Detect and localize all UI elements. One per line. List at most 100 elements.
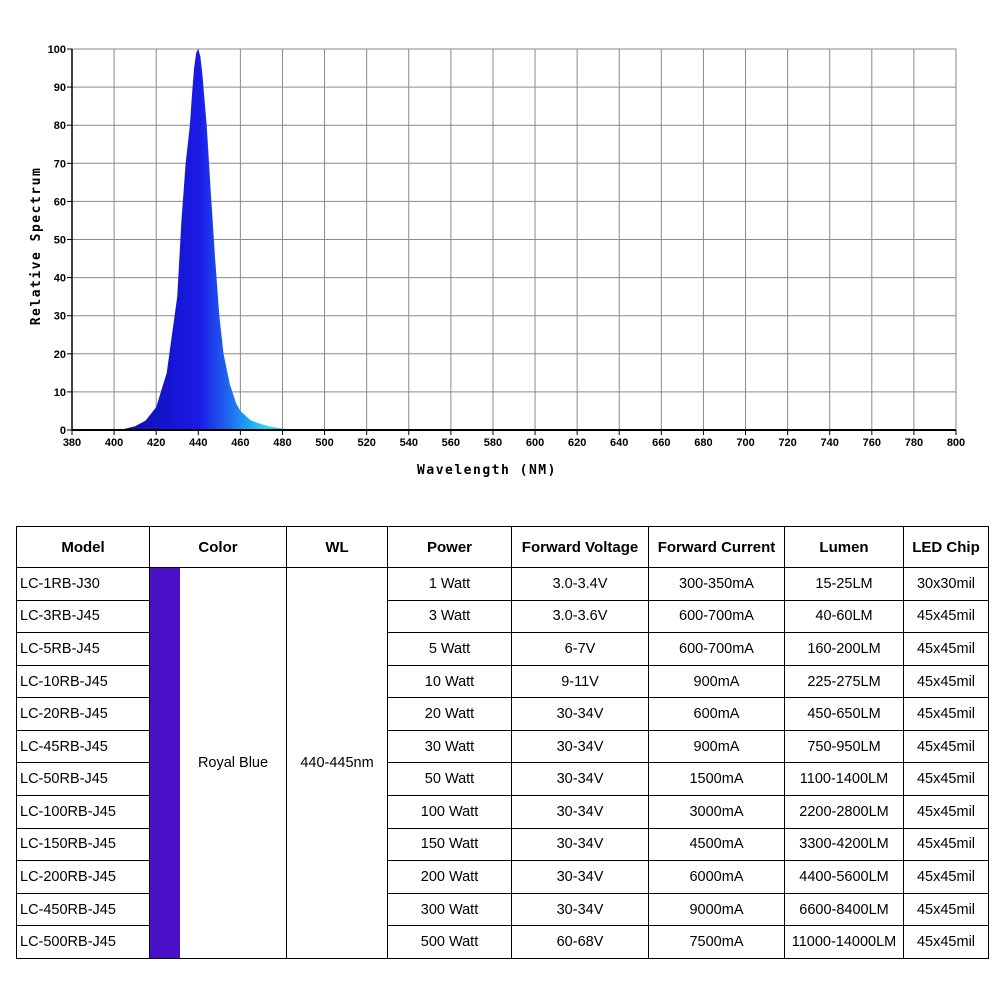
cell-current: 600mA — [648, 697, 785, 731]
cell-current: 900mA — [648, 729, 785, 764]
cell-lumen: 160-200LM — [784, 632, 904, 666]
column-header: Power — [387, 526, 512, 568]
y-tick-label: 30 — [54, 311, 66, 323]
cell-current: 300-350mA — [648, 567, 785, 601]
cell-power: 50 Watt — [387, 762, 512, 797]
spectrum-chart: 380 400 420 440 460 480 500 520 540 560 580 600 620 6… — [29, 44, 966, 478]
cell-lumen: 1100-1400LM — [784, 762, 904, 797]
cell-model: LC-100RB-J45 — [16, 795, 150, 829]
cell-current: 4500mA — [648, 827, 785, 862]
table-row: LC-50RB-J45 50 Watt 30-34V 1500mA 1100-1400L… — [16, 762, 989, 797]
x-tick-label: 680 — [694, 437, 712, 449]
table-row: LC-100RB-J45 100 Watt 30-34V 3000mA 2200-280… — [16, 795, 989, 829]
y-tick-label: 40 — [54, 273, 66, 285]
cell-lumen: 2200-2800LM — [784, 795, 904, 829]
x-tick-label: 580 — [484, 437, 502, 449]
y-tick-label: 20 — [54, 349, 66, 361]
cell-model: LC-45RB-J45 — [16, 729, 150, 764]
cell-model: LC-20RB-J45 — [16, 697, 150, 731]
cell-model: LC-150RB-J45 — [16, 827, 150, 862]
y-axis-title: Relative Spectrum — [29, 167, 44, 326]
color-name: Royal Blue — [197, 755, 269, 771]
cell-chip: 45x45mil — [903, 729, 989, 764]
cell-lumen: 4400-5600LM — [784, 860, 904, 894]
cell-model: LC-1RB-J30 — [16, 567, 150, 601]
cell-power: 300 Watt — [387, 892, 512, 927]
cell-lumen: 750-950LM — [784, 729, 904, 764]
wavelength-cell: 440-445nm — [286, 567, 388, 959]
x-tick-label: 780 — [905, 437, 923, 449]
cell-power: 20 Watt — [387, 697, 512, 731]
chart-plot-area — [114, 49, 304, 430]
column-header: Forward Voltage — [511, 526, 649, 568]
cell-model: LC-200RB-J45 — [16, 860, 150, 894]
cell-model: LC-5RB-J45 — [16, 632, 150, 666]
column-header: Forward Current — [648, 526, 785, 568]
cell-model: LC-10RB-J45 — [16, 664, 150, 699]
table-row: LC-450RB-J45 300 Watt 30-34V 9000mA 6600-840… — [16, 892, 989, 927]
cell-power: 1 Watt — [387, 567, 512, 601]
cell-voltage: 30-34V — [511, 860, 649, 894]
x-tick-label: 440 — [189, 437, 207, 449]
led-spec-table: Model Color WL Power Forward Voltage Forward … — [16, 526, 989, 959]
table-body: LC-1RB-J30 Royal Blue 440-445nm 1 Watt 3.0-3… — [16, 567, 989, 959]
cell-chip: 45x45mil — [903, 860, 989, 894]
cell-current: 600-700mA — [648, 599, 785, 634]
cell-model: LC-3RB-J45 — [16, 599, 150, 634]
cell-chip: 45x45mil — [903, 664, 989, 699]
x-tick-label: 620 — [568, 437, 586, 449]
cell-voltage: 6-7V — [511, 632, 649, 666]
x-tick-label: 760 — [863, 437, 881, 449]
cell-chip: 45x45mil — [903, 697, 989, 731]
table-row: LC-150RB-J45 150 Watt 30-34V 4500mA 3300-420… — [16, 827, 989, 862]
cell-chip: 30x30mil — [903, 567, 989, 601]
cell-voltage: 60-68V — [511, 925, 649, 959]
cell-lumen: 6600-8400LM — [784, 892, 904, 927]
x-tick-label: 600 — [526, 437, 544, 449]
cell-current: 6000mA — [648, 860, 785, 894]
cell-chip: 45x45mil — [903, 632, 989, 666]
x-tick-label: 740 — [821, 437, 839, 449]
cell-chip: 45x45mil — [903, 762, 989, 797]
cell-power: 500 Watt — [387, 925, 512, 959]
x-tick-label: 720 — [778, 437, 796, 449]
x-tick-label: 500 — [315, 437, 333, 449]
column-header: Model — [16, 526, 150, 568]
color-cell: Royal Blue — [149, 567, 287, 959]
cell-voltage: 9-11V — [511, 664, 649, 699]
column-header: Color — [149, 526, 287, 568]
x-tick-label: 520 — [357, 437, 375, 449]
column-header: LED Chip — [903, 526, 989, 568]
x-tick-label: 460 — [231, 437, 249, 449]
cell-voltage: 3.0-3.6V — [511, 599, 649, 634]
cell-chip: 45x45mil — [903, 599, 989, 634]
table-row: LC-10RB-J45 10 Watt 9-11V 900mA 225-275LM 45x… — [16, 664, 989, 699]
table-row: LC-1RB-J30 Royal Blue 440-445nm 1 Watt 3.0-3… — [16, 567, 989, 959]
y-tick-label: 10 — [54, 387, 66, 399]
cell-current: 900mA — [648, 664, 785, 699]
x-tick-label: 560 — [442, 437, 460, 449]
column-header: Lumen — [784, 526, 904, 568]
cell-power: 30 Watt — [387, 729, 512, 764]
y-tick-label: 80 — [54, 120, 66, 132]
cell-power: 100 Watt — [387, 795, 512, 829]
cell-voltage: 3.0-3.4V — [511, 567, 649, 601]
cell-current: 1500mA — [648, 762, 785, 797]
spectrum-chart-svg: 380 400 420 440 460 480 500 520 540 560 580 600 620 6… — [29, 44, 966, 478]
cell-voltage: 30-34V — [511, 697, 649, 731]
x-tick-label: 700 — [736, 437, 754, 449]
cell-lumen: 225-275LM — [784, 664, 904, 699]
cell-power: 3 Watt — [387, 599, 512, 634]
chart-axes: 380 400 420 440 460 480 500 520 540 560 580 600 620 6… — [48, 44, 966, 449]
color-swatch — [150, 568, 180, 958]
cell-model: LC-50RB-J45 — [16, 762, 150, 797]
y-tick-label: 50 — [54, 235, 66, 247]
y-tick-label: 0 — [60, 425, 66, 437]
cell-chip: 45x45mil — [903, 925, 989, 959]
spectrum-area — [114, 49, 304, 430]
cell-chip: 45x45mil — [903, 892, 989, 927]
cell-lumen: 40-60LM — [784, 599, 904, 634]
cell-power: 200 Watt — [387, 860, 512, 894]
x-tick-label: 480 — [273, 437, 291, 449]
cell-voltage: 30-34V — [511, 795, 649, 829]
